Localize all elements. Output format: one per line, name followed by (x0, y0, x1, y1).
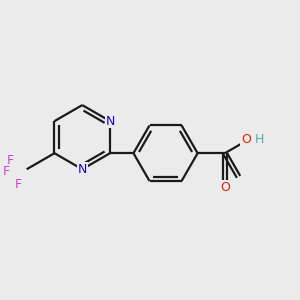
Text: F: F (14, 178, 21, 191)
Text: F: F (7, 154, 14, 167)
Text: O: O (241, 133, 251, 146)
Text: O: O (220, 181, 230, 194)
Text: F: F (2, 164, 9, 178)
Text: N: N (105, 115, 115, 128)
Text: H: H (254, 133, 264, 146)
Text: N: N (78, 163, 87, 176)
